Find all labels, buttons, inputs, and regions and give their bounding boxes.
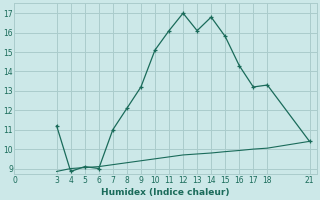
X-axis label: Humidex (Indice chaleur): Humidex (Indice chaleur) <box>101 188 230 197</box>
